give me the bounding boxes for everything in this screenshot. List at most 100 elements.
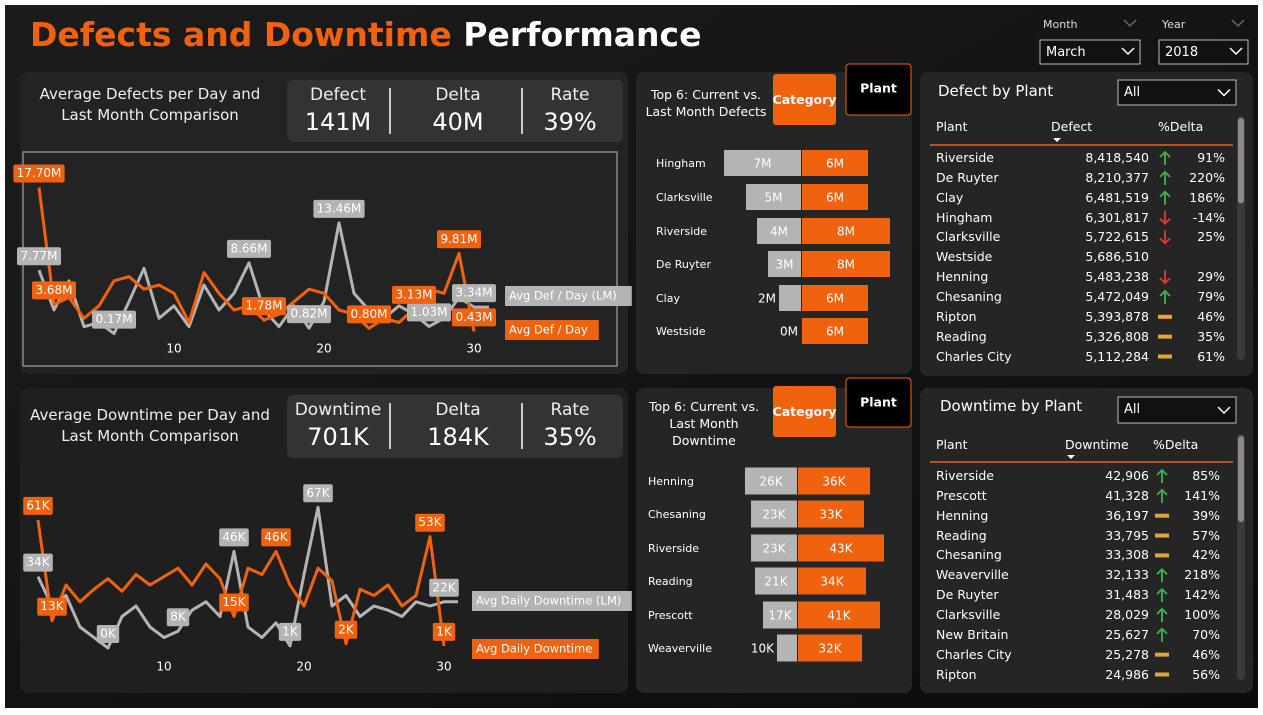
data-label: 8M [837,225,855,239]
cell-value: 5,326,808 [1085,328,1149,344]
cell-delta: 29% [1197,269,1225,285]
data-label: 1.03M [410,305,447,319]
data-label: 36K [822,475,846,489]
cell-value: 8,418,540 [1085,150,1149,165]
data-label-box [227,239,271,258]
data-label: 6M [826,157,844,171]
cell-plant: De Ruyter [936,169,999,185]
data-label: 23K [762,508,786,522]
toggle-button[interactable] [845,377,912,428]
data-label: 46K [222,530,246,544]
data-label: 67K [306,486,330,500]
bar [777,634,797,662]
toggle-button[interactable] [773,74,836,125]
line [36,505,458,650]
data-label-box [242,297,286,316]
data-label-box [452,284,496,303]
toggle-button-label[interactable]: Plant [860,81,897,96]
data-label: 15K [222,595,246,609]
x-tick-label: 10 [156,660,171,674]
legend-swatch [472,639,599,659]
data-label-box [452,308,496,327]
cell-plant: Charles City [936,348,1012,364]
bar [798,534,884,562]
toggle-button[interactable] [773,386,836,437]
cell-value: 8,210,377 [1085,169,1149,185]
dropdown-value[interactable]: 2018 [1165,45,1199,60]
data-label: 0.17M [95,312,132,326]
dropdown-value[interactable]: All [1124,402,1141,417]
toggle-button-label[interactable]: Category [773,92,837,107]
cell-plant: Ripton [936,666,977,682]
trend-up-icon [1156,567,1168,583]
data-label: 10K [751,642,775,656]
bar [802,218,890,244]
cell-plant: Clarksville [936,229,1001,245]
kpi-label: Delta [435,400,481,420]
cell-plant: Prescott [936,487,987,503]
bar [757,218,801,244]
title-rest: Performance [463,15,702,54]
data-label-box [437,230,481,249]
cell-plant: Chesaning [936,288,1002,304]
column-header: %Delta [1153,437,1199,452]
data-label: 9.81M [440,232,477,246]
trend-flat-icon [1155,553,1169,558]
trend-up-icon [1159,170,1171,185]
toggle-button[interactable] [845,63,912,116]
cell-delta: 35% [1197,328,1225,344]
cell-delta: 142% [1184,587,1220,603]
cell-value: 41,328 [1105,487,1149,503]
dropdown-value[interactable]: All [1124,85,1141,100]
legend-label: Avg Daily Downtime (LM) [476,594,621,608]
data-label: 0M [780,325,798,339]
toggle-button-label[interactable]: Category [773,404,837,419]
cell-delta: 218% [1184,567,1220,583]
data-label-box [92,310,136,329]
panel [920,388,1253,693]
cell-delta: 57% [1192,527,1220,543]
data-label: 61K [26,498,50,512]
toggle-button-label[interactable]: Plant [860,395,897,410]
x-tick-label: 20 [316,342,331,356]
column-header: %Delta [1158,119,1204,134]
data-label-box [407,303,451,322]
data-label-box [96,625,120,643]
kpi-label: Rate [550,400,590,420]
table-title: Downtime by Plant [940,397,1083,415]
legend-label: Avg Daily Downtime [476,642,592,656]
chevron [1217,88,1231,97]
trend-down-icon [1159,270,1171,285]
scrollbar-thumb[interactable] [1238,118,1244,204]
dropdown[interactable] [1117,79,1237,106]
data-label-box [17,247,61,266]
data-label-box [429,578,459,597]
line [36,519,446,647]
dropdown-value[interactable]: March [1046,45,1086,60]
data-label: 3.68M [35,283,72,297]
data-label-box [303,484,333,503]
scrollbar-thumb[interactable] [1238,436,1244,523]
dropdown[interactable] [1039,39,1141,65]
data-label: 6M [826,292,844,306]
data-label: 21K [764,575,788,589]
cell-delta: 100% [1184,606,1220,622]
category-label: Westside [656,325,706,338]
kpi-label: Defect [309,85,366,105]
cell-value: 31,483 [1105,587,1149,603]
data-label: 41K [827,609,851,623]
data-label-box [278,622,302,641]
trend-flat-icon [1155,513,1169,518]
data-label: 43K [829,542,853,556]
panel-title: Average Downtime per Day and Last Month … [30,406,270,445]
dropdown[interactable] [1117,396,1237,424]
page-title: Defects and Downtime Performance [30,14,702,56]
data-label: 53K [418,515,442,529]
cell-delta: 91% [1197,150,1225,165]
x-tick-label: 30 [436,660,451,674]
panel-title: Average Defects per Day and Last Month C… [39,85,261,124]
cell-plant: Henning [936,269,989,285]
data-label: 6M [826,325,844,339]
legend-swatch [505,320,599,340]
cell-plant: Weaverville [936,567,1009,583]
